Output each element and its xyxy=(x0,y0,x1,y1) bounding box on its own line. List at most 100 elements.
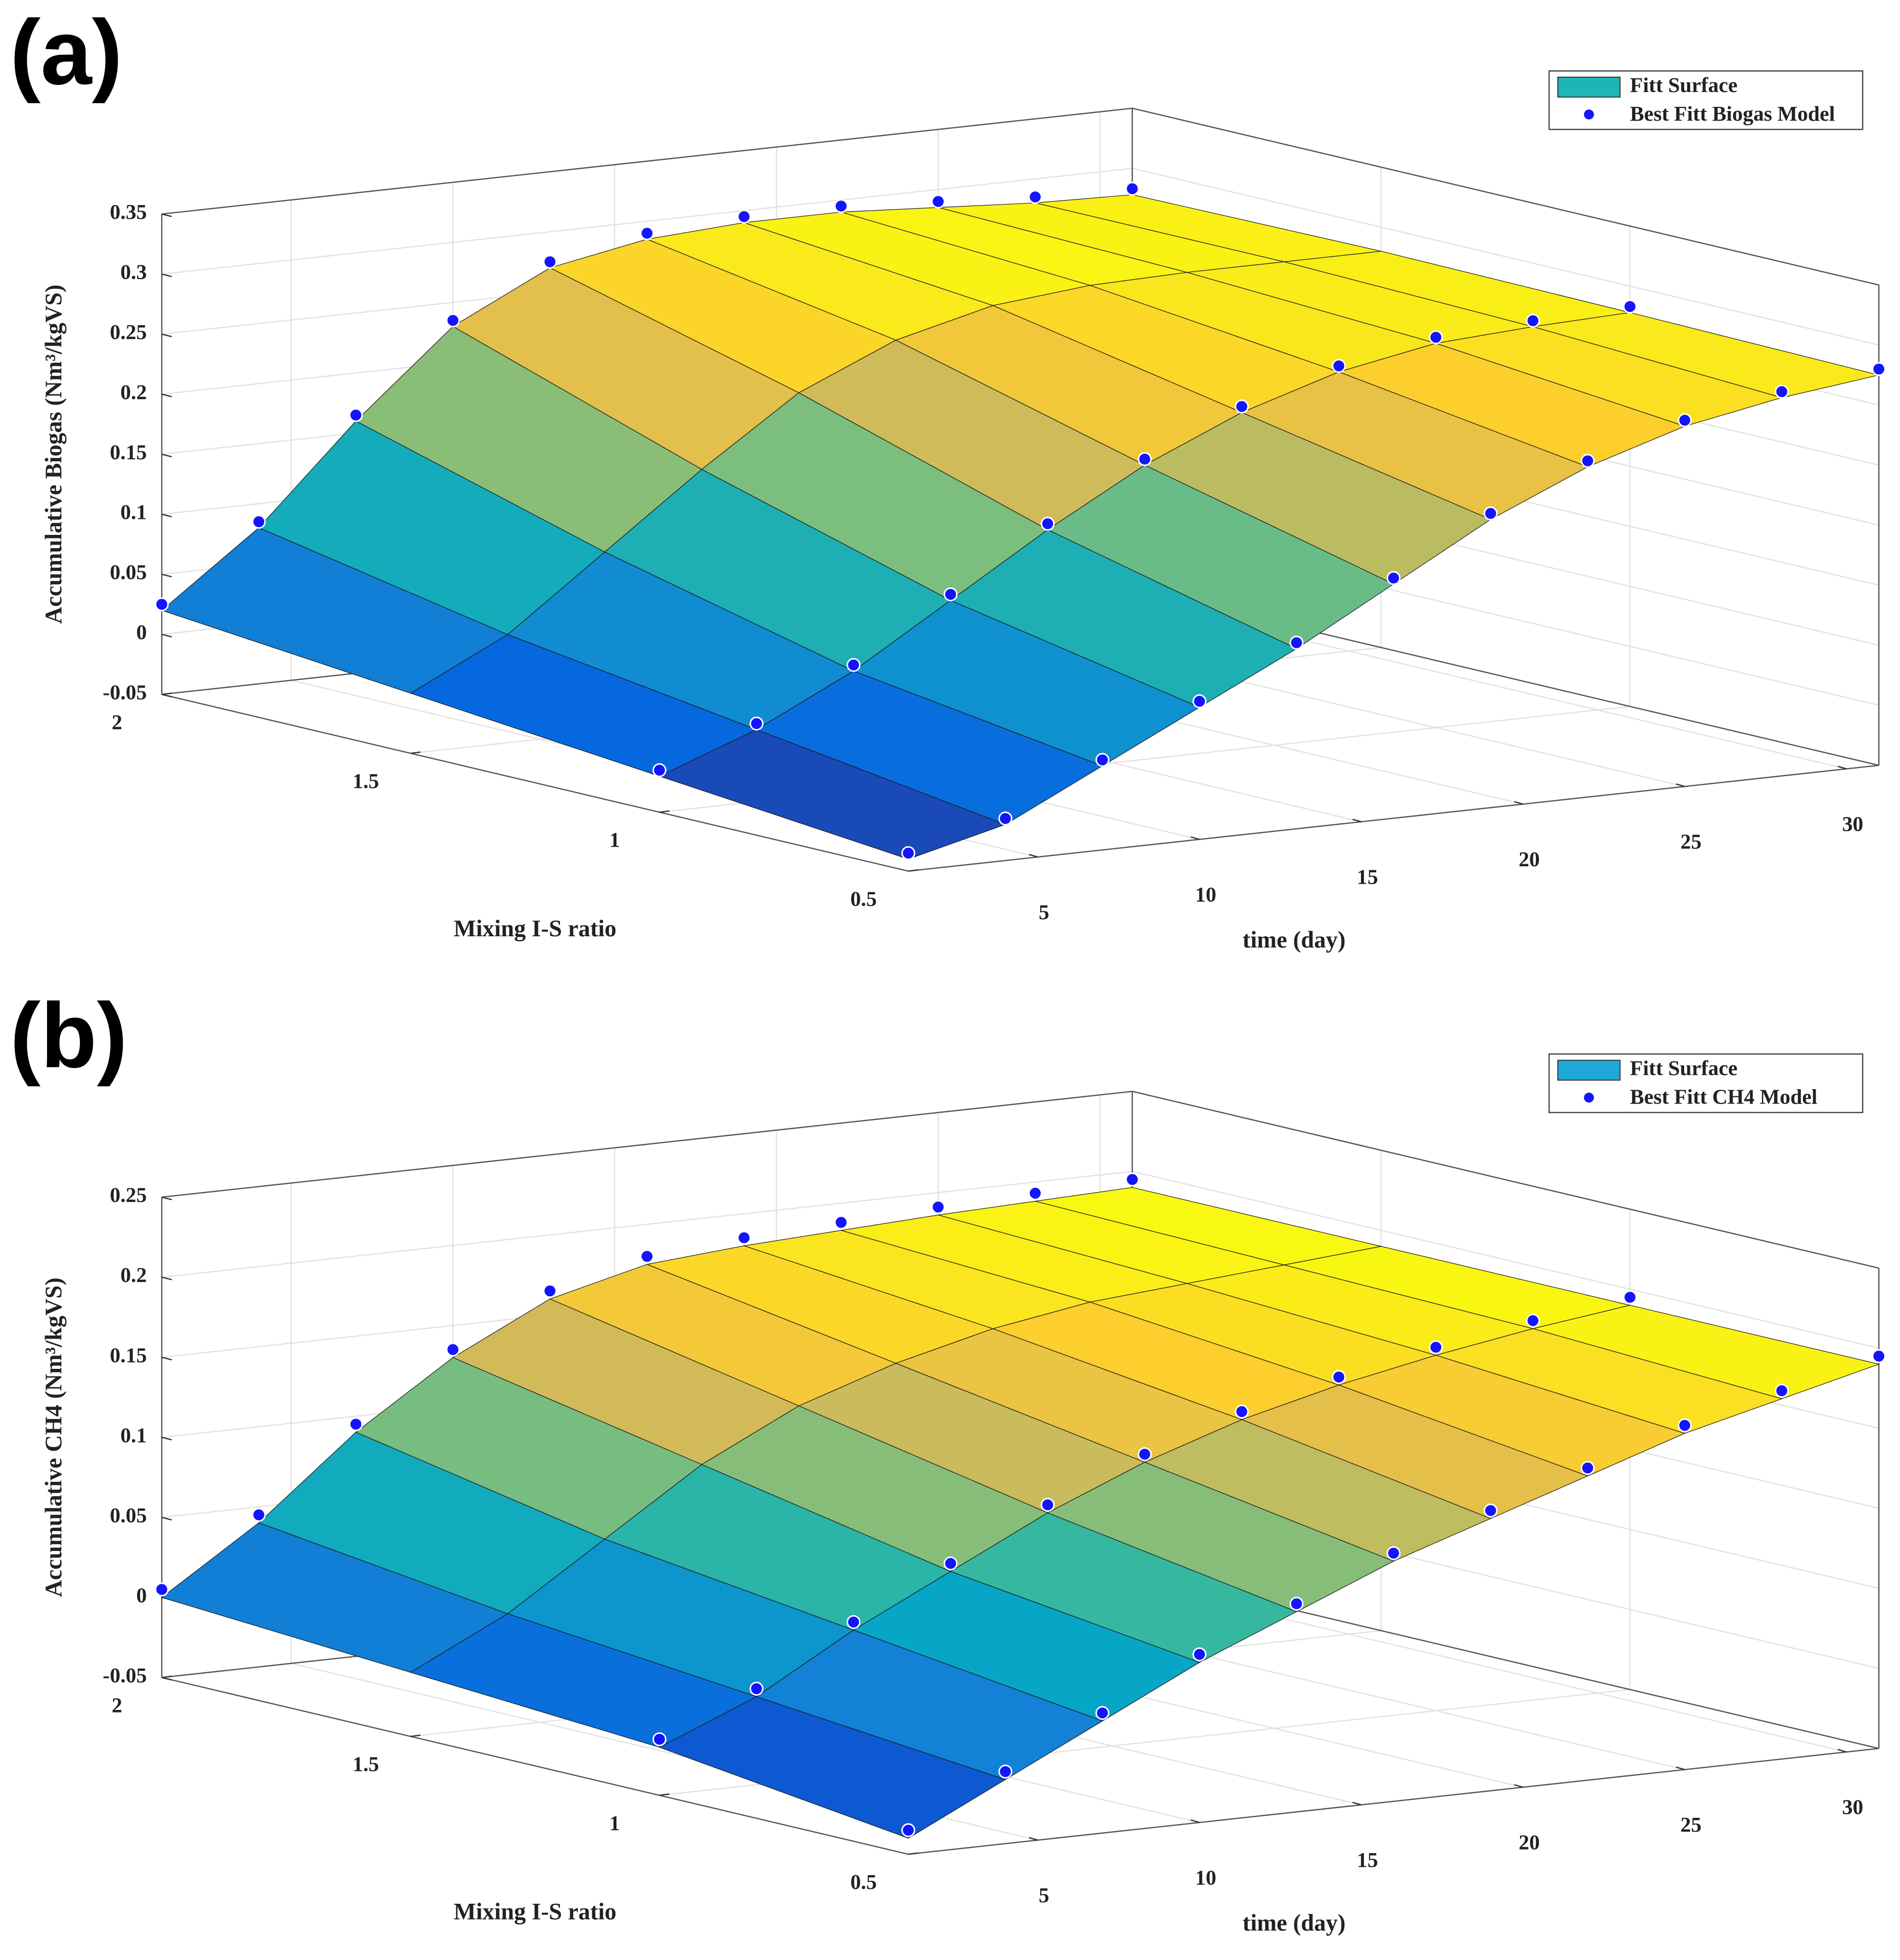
tick-mark xyxy=(908,1852,919,1855)
legend-label: Fitt Surface xyxy=(1630,73,1737,97)
x-tick-label: 20 xyxy=(1518,847,1539,871)
data-point xyxy=(944,587,958,601)
z-tick-label: 0.35 xyxy=(110,200,147,223)
data-point xyxy=(1095,753,1110,767)
z-tick-label: 0.3 xyxy=(120,260,147,283)
data-point xyxy=(445,313,460,328)
x-tick-label: 15 xyxy=(1357,1848,1378,1872)
legend-swatch xyxy=(1557,76,1621,98)
data-point xyxy=(1125,182,1139,196)
tick-mark xyxy=(161,1357,172,1361)
data-point xyxy=(1387,1546,1401,1560)
data-point xyxy=(1872,362,1886,376)
data-point xyxy=(1526,1314,1540,1328)
legend-swatch xyxy=(1557,1060,1621,1081)
data-point xyxy=(1095,1706,1110,1720)
z-axis-label: Accumulative CH4 (Nm³/kgVS) xyxy=(40,1277,66,1597)
tick-mark xyxy=(659,1793,670,1796)
legend-marker xyxy=(1582,108,1595,121)
data-point xyxy=(846,1615,861,1629)
panel-label: (a) xyxy=(10,1,122,104)
data-point xyxy=(998,812,1013,826)
z-tick-label: 0.05 xyxy=(110,1503,147,1527)
tick-mark xyxy=(161,573,172,578)
tick-mark xyxy=(410,751,421,754)
tick-mark xyxy=(1190,1819,1200,1823)
data-point xyxy=(640,1249,654,1264)
data-point xyxy=(1192,1647,1206,1661)
tick-mark xyxy=(908,869,919,872)
z-tick-label: 0.1 xyxy=(120,500,147,524)
z-tick-label: 0.15 xyxy=(110,1343,147,1367)
data-point xyxy=(834,199,848,213)
z-tick-label: 0.2 xyxy=(120,380,147,403)
data-point xyxy=(1192,694,1206,709)
data-point xyxy=(1483,1503,1498,1518)
tick-mark xyxy=(1029,853,1038,858)
x-tick-label: 10 xyxy=(1195,883,1216,906)
data-point xyxy=(1483,506,1498,521)
x-tick-label: 25 xyxy=(1681,829,1702,853)
axis-edge xyxy=(161,693,909,872)
data-point xyxy=(543,1283,557,1298)
tick-mark xyxy=(161,393,172,397)
y-tick-label: 0.5 xyxy=(851,1870,877,1894)
axis-edge xyxy=(162,1091,1133,1198)
data-point xyxy=(1428,1340,1443,1355)
data-point xyxy=(652,763,667,777)
legend-label: Best Fitt CH4 Model xyxy=(1630,1085,1817,1108)
data-point xyxy=(1678,1418,1692,1433)
x-tick-label: 25 xyxy=(1681,1813,1702,1836)
data-point xyxy=(1028,190,1042,204)
data-point xyxy=(1580,454,1595,468)
tick-mark xyxy=(1352,1801,1361,1806)
tick-mark xyxy=(162,1675,172,1678)
data-point xyxy=(1872,1349,1886,1363)
tick-mark xyxy=(1352,818,1361,823)
tick-mark xyxy=(161,1276,172,1280)
data-point xyxy=(998,1764,1013,1779)
x-tick-label: 30 xyxy=(1842,1795,1863,1819)
x-axis-label: time (day) xyxy=(1242,1909,1345,1935)
tick-mark xyxy=(659,810,670,813)
data-point xyxy=(1678,413,1692,427)
x-axis-label: time (day) xyxy=(1242,927,1345,953)
data-point xyxy=(1623,1290,1637,1304)
y-tick-label: 2 xyxy=(111,710,122,734)
z-axis-label: Accumulative Biogas (Nm³/kgVS) xyxy=(40,284,66,624)
data-point xyxy=(931,194,946,209)
plot: -0.0500.050.10.150.20.250.30.350.511.525… xyxy=(10,1,1886,953)
tick-mark xyxy=(162,692,172,695)
axis-edge xyxy=(1132,1091,1879,1269)
tick-mark xyxy=(161,1196,172,1201)
data-point xyxy=(154,1582,169,1596)
y-tick-label: 1.5 xyxy=(352,1752,379,1776)
tick-mark xyxy=(161,1517,172,1521)
data-point xyxy=(252,514,266,529)
x-tick-label: 5 xyxy=(1039,900,1049,923)
tick-mark xyxy=(1029,1837,1038,1841)
legend-label: Best Fitt Biogas Model xyxy=(1630,102,1835,125)
data-point xyxy=(1332,358,1346,373)
z-tick-label: 0.25 xyxy=(110,1183,147,1207)
z-tick-label: -0.05 xyxy=(103,680,147,704)
axis-edge xyxy=(161,1677,909,1855)
x-tick-label: 5 xyxy=(1039,1883,1049,1907)
y-tick-label: 1 xyxy=(609,1811,620,1835)
tick-mark xyxy=(1838,765,1847,770)
z-tick-label: 0 xyxy=(136,1583,147,1607)
tick-mark xyxy=(161,513,172,517)
data-point xyxy=(1775,1384,1789,1398)
data-point xyxy=(834,1215,848,1230)
tick-mark xyxy=(1675,1766,1685,1770)
data-point xyxy=(1289,636,1304,650)
tick-mark xyxy=(161,454,172,458)
grid-line xyxy=(162,167,1133,275)
plot: -0.0500.050.10.150.20.250.511.5251015202… xyxy=(10,984,1886,1935)
data-point xyxy=(349,408,363,422)
tick-mark xyxy=(161,213,172,217)
x-tick-label: 15 xyxy=(1357,865,1378,888)
y-tick-label: 1 xyxy=(609,828,620,851)
data-point xyxy=(901,1823,915,1837)
